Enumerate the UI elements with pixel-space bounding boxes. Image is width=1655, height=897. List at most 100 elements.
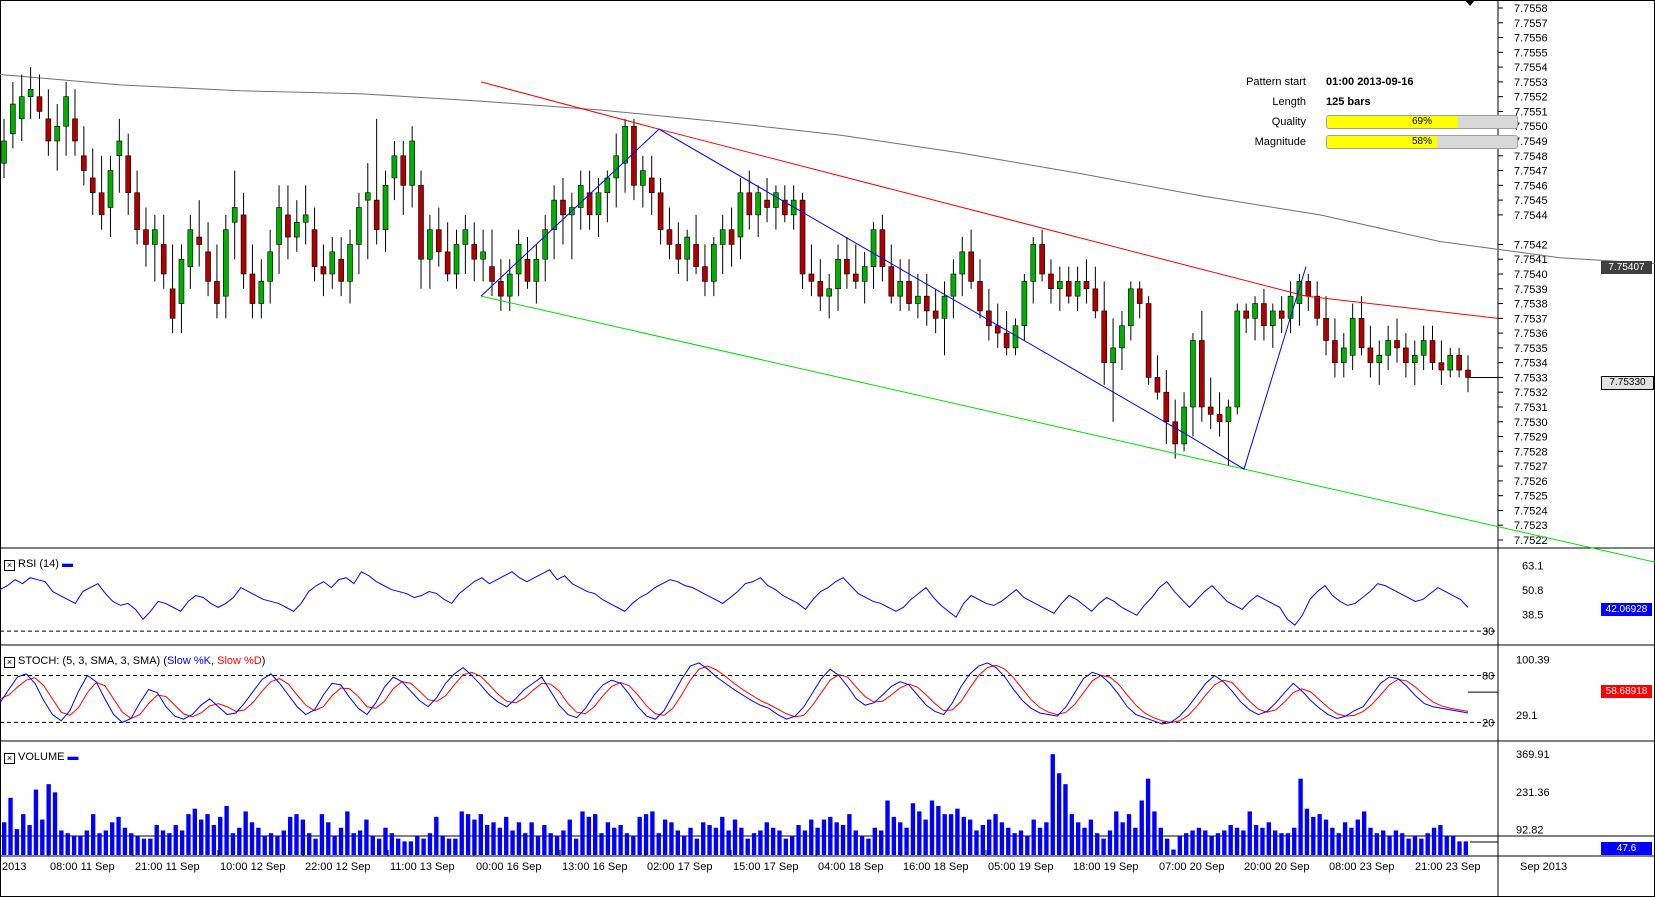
quality-label: Quality: [1271, 116, 1306, 128]
volume-bar: [154, 825, 159, 855]
stoch-tick-label: 80: [1482, 670, 1494, 682]
volume-bar: [1152, 811, 1157, 855]
volume-bar: [631, 835, 636, 855]
bullish-candle: [640, 170, 646, 186]
volume-bar: [484, 825, 490, 855]
bullish-candle: [152, 229, 158, 245]
volume-bar: [624, 833, 630, 855]
bullish-candle: [116, 140, 123, 157]
bearish-candle: [1083, 281, 1090, 290]
volume-bar: [999, 822, 1005, 855]
bullish-candle: [826, 288, 832, 297]
bearish-candle: [1314, 295, 1320, 319]
volume-bar: [1114, 811, 1119, 855]
bearish-candle: [1207, 406, 1214, 415]
price-tick-label: 7.7558: [1514, 3, 1548, 15]
volume-bar: [1069, 814, 1074, 855]
volume-bar: [1126, 814, 1132, 855]
volume-bar: [491, 822, 496, 855]
volume-bar: [135, 835, 140, 855]
volume-bar: [1355, 819, 1360, 855]
bullish-candle: [1110, 347, 1116, 363]
price-tick-label: 7.7535: [1514, 343, 1548, 355]
volume-bar: [71, 835, 77, 855]
bullish-candle: [719, 229, 726, 245]
volume-bar: [758, 830, 763, 855]
volume-bar: [275, 835, 280, 855]
rsi-tick-label: 30: [1482, 626, 1494, 638]
time-tick-label: 11:00 13 Sep: [390, 861, 455, 873]
bearish-candle: [1101, 310, 1108, 363]
bearish-candle: [1154, 377, 1161, 393]
volume-bar: [224, 805, 229, 855]
volume-bar: [898, 822, 903, 855]
volume-bar: [294, 814, 299, 855]
volume-bar: [46, 784, 51, 855]
volume-bar: [332, 835, 337, 855]
volume-bar: [262, 835, 267, 855]
bearish-candle: [799, 199, 806, 275]
volume-bar: [243, 811, 248, 855]
volume-bar: [739, 827, 744, 855]
volume-value-tag: 47.6: [1601, 842, 1652, 855]
price-tick-label: 7.7530: [1514, 417, 1548, 429]
quality-value: 69%: [1411, 116, 1432, 127]
bullish-candle: [613, 155, 620, 179]
volume-bar: [1400, 833, 1405, 855]
bullish-candle: [1128, 288, 1134, 327]
rsi-tick-label: 38.5: [1522, 609, 1543, 621]
bullish-candle: [515, 244, 522, 275]
bearish-candle: [657, 192, 664, 230]
bullish-candle: [870, 229, 877, 267]
price-tick-label: 7.7557: [1514, 18, 1548, 30]
volume-bar: [1031, 819, 1036, 855]
volume-bar: [1279, 833, 1284, 855]
bearish-candle: [134, 192, 140, 230]
volume-bar: [1304, 808, 1310, 855]
volume-bar: [1107, 830, 1113, 855]
volume-bar: [828, 816, 833, 855]
volume-bar: [694, 838, 700, 855]
volume-bar: [1228, 825, 1233, 855]
bearish-candle: [1048, 273, 1054, 290]
volume-bar: [497, 827, 503, 855]
time-tick-label: 22:00 12 Sep: [305, 861, 370, 873]
bearish-candle: [418, 185, 424, 260]
volume-bar: [421, 838, 426, 855]
volume-bar: [1171, 849, 1176, 855]
volume-bar: [859, 835, 865, 855]
volume-bar: [516, 822, 522, 855]
volume-bar: [1056, 773, 1062, 855]
volume-bar: [853, 830, 858, 855]
magnitude-bar-fill: [1327, 136, 1438, 148]
volume-bar: [662, 819, 668, 855]
bearish-candle: [489, 266, 495, 282]
volume-bar: [650, 811, 655, 855]
bearish-candle: [471, 244, 478, 260]
time-tick-label: 21:00 23 Sep: [1415, 861, 1480, 873]
price-tick-label: 7.7554: [1514, 62, 1548, 74]
close-icon[interactable]: ×: [4, 657, 15, 668]
volume-bar: [573, 838, 579, 855]
close-icon[interactable]: ×: [4, 753, 15, 764]
bullish-candle: [293, 221, 300, 238]
bearish-candle: [1429, 340, 1436, 363]
stoch-k-line: [0, 662, 1469, 725]
volume-bar: [770, 827, 776, 855]
bullish-candle: [1376, 354, 1383, 363]
bearish-candle: [1358, 318, 1365, 349]
volume-bar: [904, 827, 909, 855]
volume-bar: [1075, 822, 1081, 855]
bearish-candle: [888, 266, 895, 297]
time-tick-label: 20:00 20 Sep: [1244, 861, 1309, 873]
price-tick-label: 7.7539: [1514, 284, 1548, 296]
bullish-candle: [1349, 318, 1356, 356]
close-icon[interactable]: ×: [4, 560, 15, 571]
volume-title: × VOLUME ▬: [4, 751, 79, 764]
price-tick-label: 7.7546: [1514, 180, 1548, 192]
volume-bar: [1133, 827, 1138, 855]
volume-bar: [84, 830, 89, 855]
time-tick-label: 21:00 11 Sep: [135, 861, 200, 873]
volume-bar: [580, 811, 585, 855]
